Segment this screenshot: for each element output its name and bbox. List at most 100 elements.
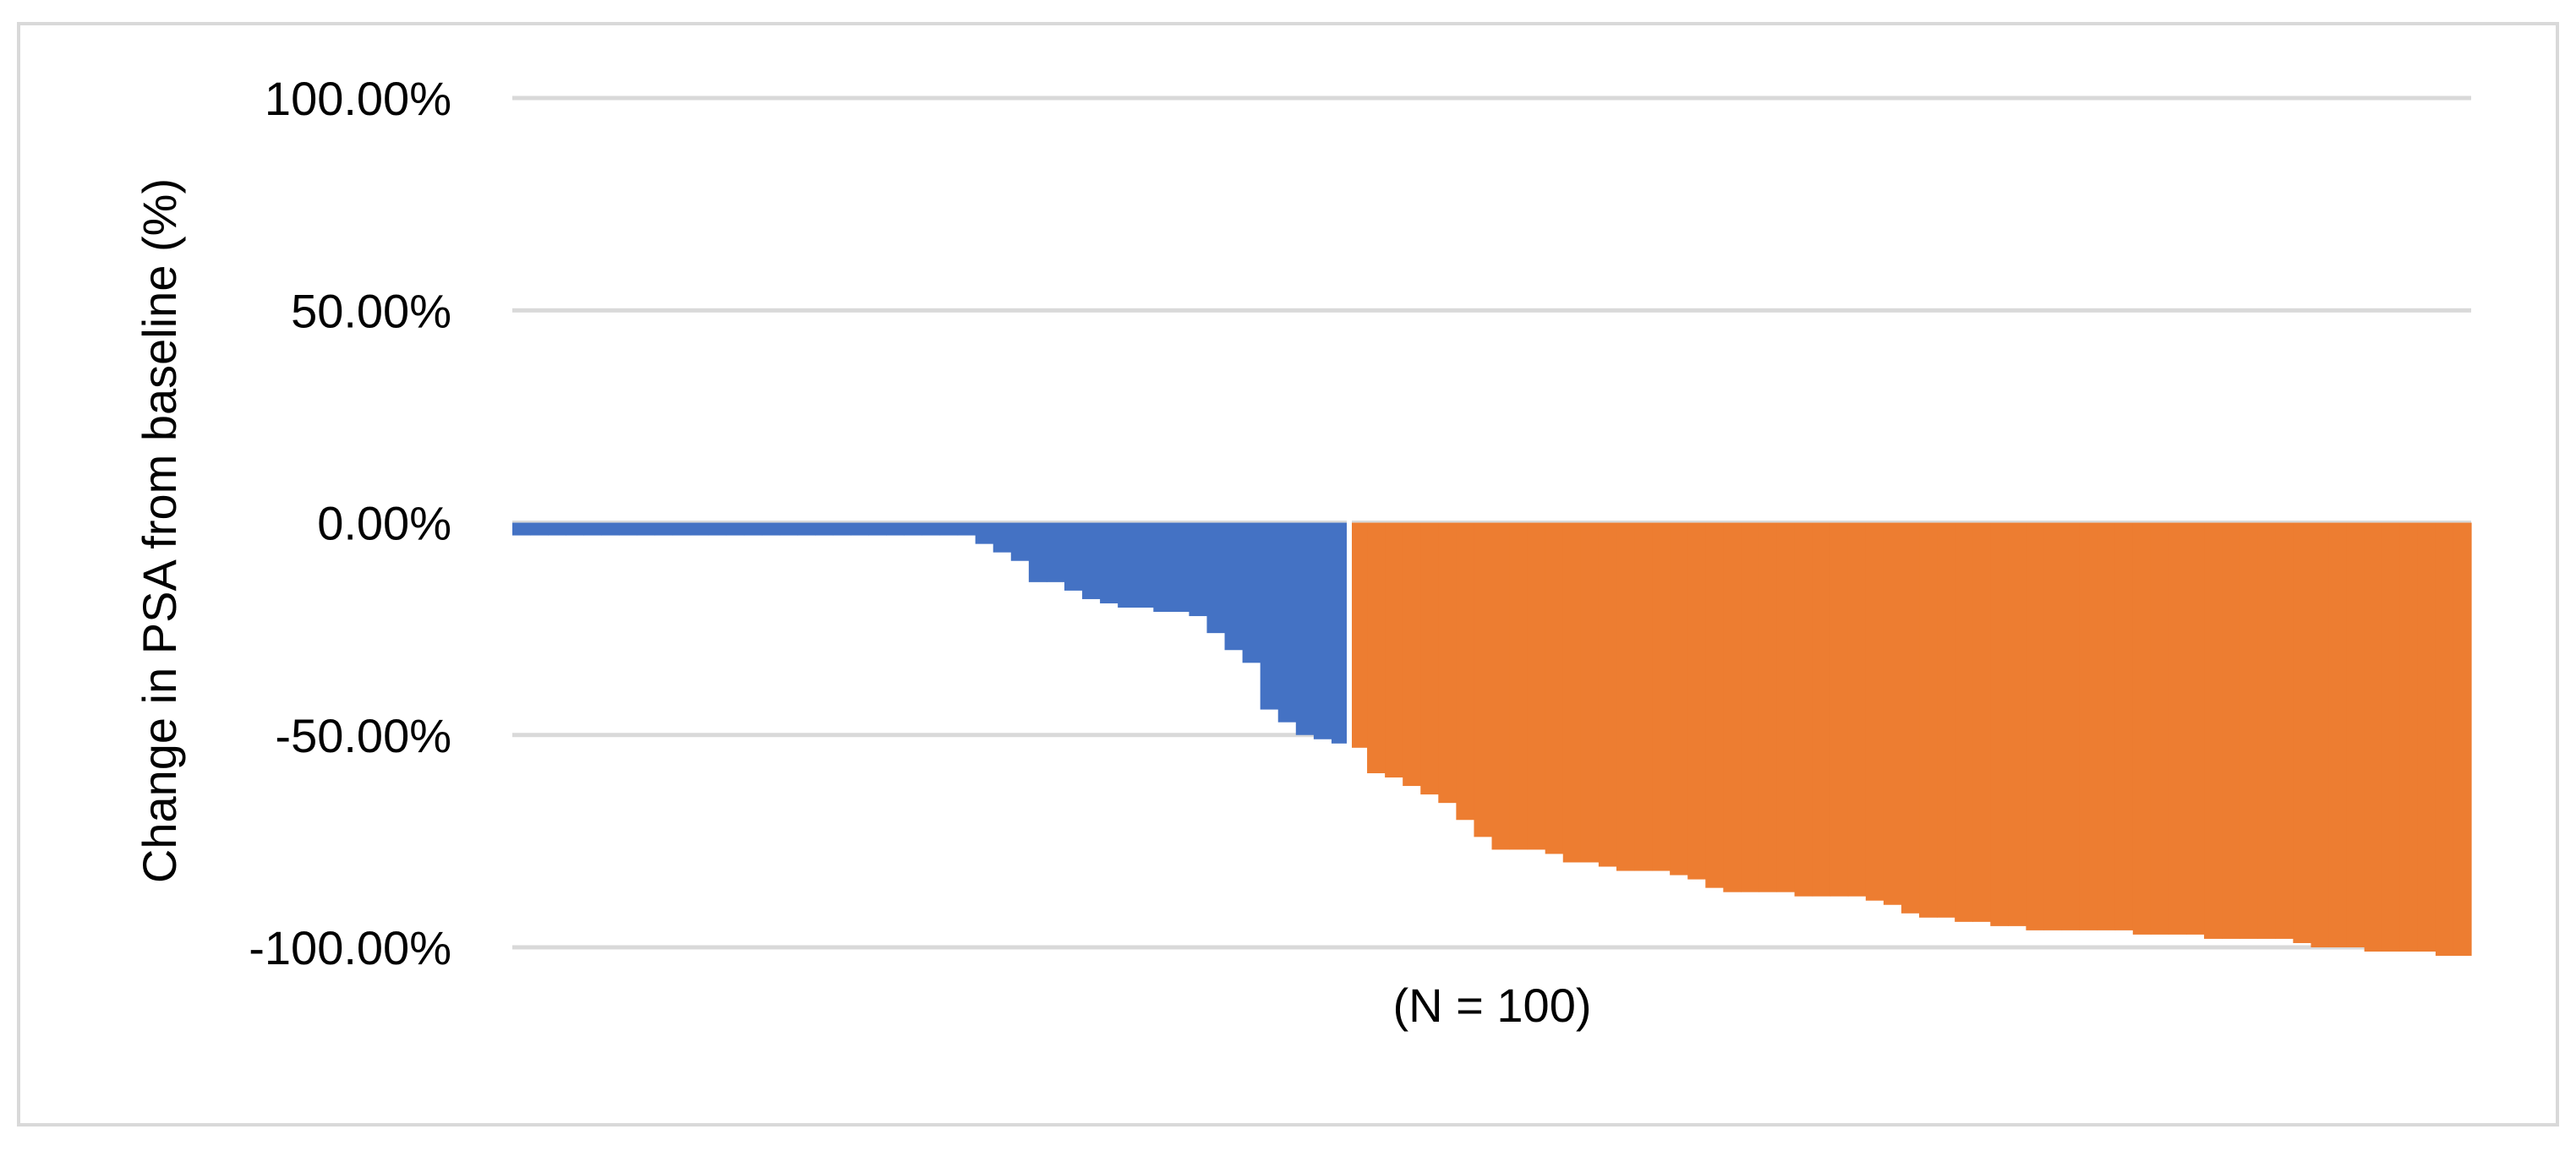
bar-orange	[2043, 522, 2063, 930]
x-axis-label: (N = 100)	[1393, 979, 1592, 1032]
bar-orange	[1634, 522, 1653, 871]
bar-blue	[1135, 522, 1154, 608]
bar-blue	[1260, 522, 1279, 710]
bar-orange	[1955, 522, 1973, 922]
bar-orange	[2204, 522, 2223, 939]
bar-orange	[2417, 522, 2437, 952]
bar-blue	[743, 522, 763, 536]
bar-blue	[797, 522, 816, 536]
bar-orange	[2168, 522, 2187, 935]
bar-orange	[2008, 522, 2027, 926]
bar-orange	[1348, 522, 1368, 748]
bar-blue	[637, 522, 656, 536]
bar-blue	[1242, 522, 1261, 663]
bar-orange	[1670, 522, 1688, 876]
bar-blue	[583, 522, 602, 536]
bar-orange	[1883, 522, 1902, 905]
bar-orange	[1438, 522, 1457, 804]
bar-orange	[1705, 522, 1724, 888]
bar-blue	[1277, 522, 1297, 723]
bar-orange	[2364, 522, 2383, 952]
bar-orange	[1367, 522, 1386, 773]
bar-blue	[1153, 522, 1172, 613]
bar-orange	[2150, 522, 2169, 935]
bar-orange	[2453, 522, 2472, 957]
bar-orange	[2435, 522, 2454, 957]
bar-orange	[1509, 522, 1529, 850]
bar-orange	[1937, 522, 1955, 918]
bar-orange	[2026, 522, 2045, 930]
bar-blue	[1064, 522, 1083, 591]
bar-orange	[2328, 522, 2348, 947]
bar-blue	[1046, 522, 1065, 582]
bar-blue	[1189, 522, 1208, 617]
bar-blue	[512, 522, 531, 536]
bar-orange	[2132, 522, 2152, 935]
y-axis-label: Change in PSA from baseline (%)	[133, 178, 186, 883]
bar-orange	[2311, 522, 2330, 947]
bar-orange	[1990, 522, 2009, 926]
bar-orange	[2240, 522, 2258, 939]
bar-blue	[708, 522, 727, 536]
bar-orange	[1456, 522, 1475, 821]
bar-blue	[654, 522, 674, 536]
bar-blue	[1295, 522, 1315, 735]
bar-orange	[1385, 522, 1403, 777]
bar-blue	[939, 522, 959, 536]
bar-orange	[1616, 522, 1635, 871]
bar-blue	[922, 522, 941, 536]
bar-orange	[2185, 522, 2205, 935]
bar-blue	[619, 522, 638, 536]
bar-orange	[1580, 522, 1600, 863]
bar-blue	[1206, 522, 1226, 634]
bar-orange	[2114, 522, 2134, 930]
bar-orange	[2275, 522, 2294, 939]
bar-blue	[868, 522, 887, 536]
bar-orange	[1794, 522, 1813, 897]
bar-orange	[1420, 522, 1439, 795]
bar-orange	[1812, 522, 1831, 897]
bar-blue	[725, 522, 745, 536]
bar-orange	[1652, 522, 1671, 871]
y-tick-label: -100.00%	[249, 921, 451, 974]
bar-orange	[1687, 522, 1706, 880]
bar-blue	[672, 522, 692, 536]
bar-orange	[1919, 522, 1938, 918]
bar-blue	[548, 522, 566, 536]
bar-orange	[2061, 522, 2081, 930]
bar-orange	[1741, 522, 1760, 892]
bar-orange	[1847, 522, 1867, 897]
bar-orange	[1829, 522, 1849, 897]
bar-blue	[779, 522, 798, 536]
bar-blue	[850, 522, 869, 536]
chart-frame	[17, 22, 2559, 1126]
bar-orange	[2222, 522, 2240, 939]
bar-blue	[957, 522, 976, 536]
bar-blue	[601, 522, 620, 536]
bar-blue	[530, 522, 549, 536]
bar-orange	[1901, 522, 1920, 914]
bar-orange	[1758, 522, 1778, 892]
bar-orange	[1776, 522, 1796, 892]
bar-blue	[886, 522, 905, 536]
bar-blue	[566, 522, 584, 536]
y-tick-label: 0.00%	[317, 497, 451, 550]
bar-blue	[975, 522, 994, 544]
bar-blue	[1028, 522, 1047, 582]
bar-orange	[1972, 522, 1991, 922]
bar-blue	[1171, 522, 1190, 613]
bar-orange	[2399, 522, 2419, 952]
bar-blue	[1100, 522, 1118, 603]
bar-orange	[2346, 522, 2365, 947]
bar-blue	[1118, 522, 1136, 608]
bars	[512, 517, 2472, 957]
bar-blue	[761, 522, 780, 536]
y-tick-label: 100.00%	[265, 72, 451, 125]
bar-orange	[2079, 522, 2098, 930]
bar-orange	[1723, 522, 1742, 892]
bar-orange	[1474, 522, 1493, 837]
bar-blue	[833, 522, 851, 536]
bar-orange	[1545, 522, 1564, 854]
